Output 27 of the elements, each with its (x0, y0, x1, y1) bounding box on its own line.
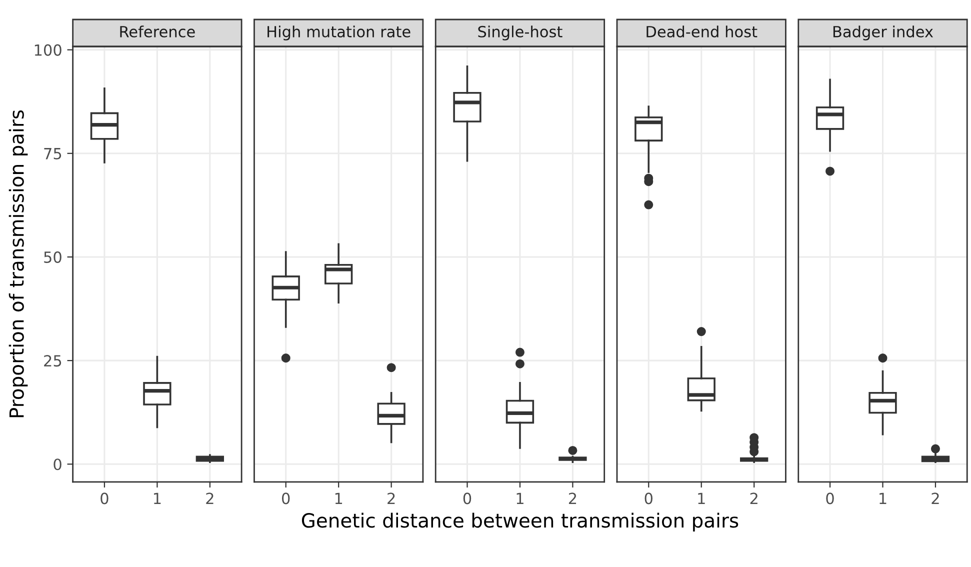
x-tick-label: 0 (282, 492, 290, 504)
x-tick-label: 1 (516, 492, 524, 504)
x-axis-title: Genetic distance between transmission pairs (302, 512, 738, 532)
x-tick-label: 0 (826, 492, 834, 504)
x-tick-label: 2 (568, 492, 576, 504)
chart-title: High mutation rate (268, 26, 410, 40)
x-tick-label: 2 (932, 492, 939, 504)
chart-title: Badger index (833, 26, 934, 40)
x-tick-label: 2 (388, 492, 395, 504)
chart-title: Reference (120, 26, 195, 38)
x-tick-label: 1 (335, 492, 342, 504)
chart-title: Single-host (478, 26, 562, 40)
x-tick-label: 0 (644, 492, 652, 504)
y-tick-label: 0 (54, 458, 62, 470)
y-axis-title: Proportion of transmission pairs (8, 110, 28, 418)
y-tick-label: 75 (44, 148, 62, 160)
x-tick-label: 2 (750, 492, 758, 504)
x-tick-label: 1 (880, 492, 886, 504)
y-tick-label: 25 (44, 355, 62, 367)
x-tick-label: 1 (698, 492, 705, 504)
y-tick-label: 50 (44, 251, 62, 263)
x-tick-label: 1 (154, 492, 161, 504)
x-tick-label: 2 (206, 492, 214, 504)
x-tick-label: 0 (100, 492, 108, 504)
x-tick-label: 0 (463, 492, 472, 504)
y-tick-label: 100 (34, 44, 62, 56)
chart-title: Dead-end host (646, 26, 758, 38)
